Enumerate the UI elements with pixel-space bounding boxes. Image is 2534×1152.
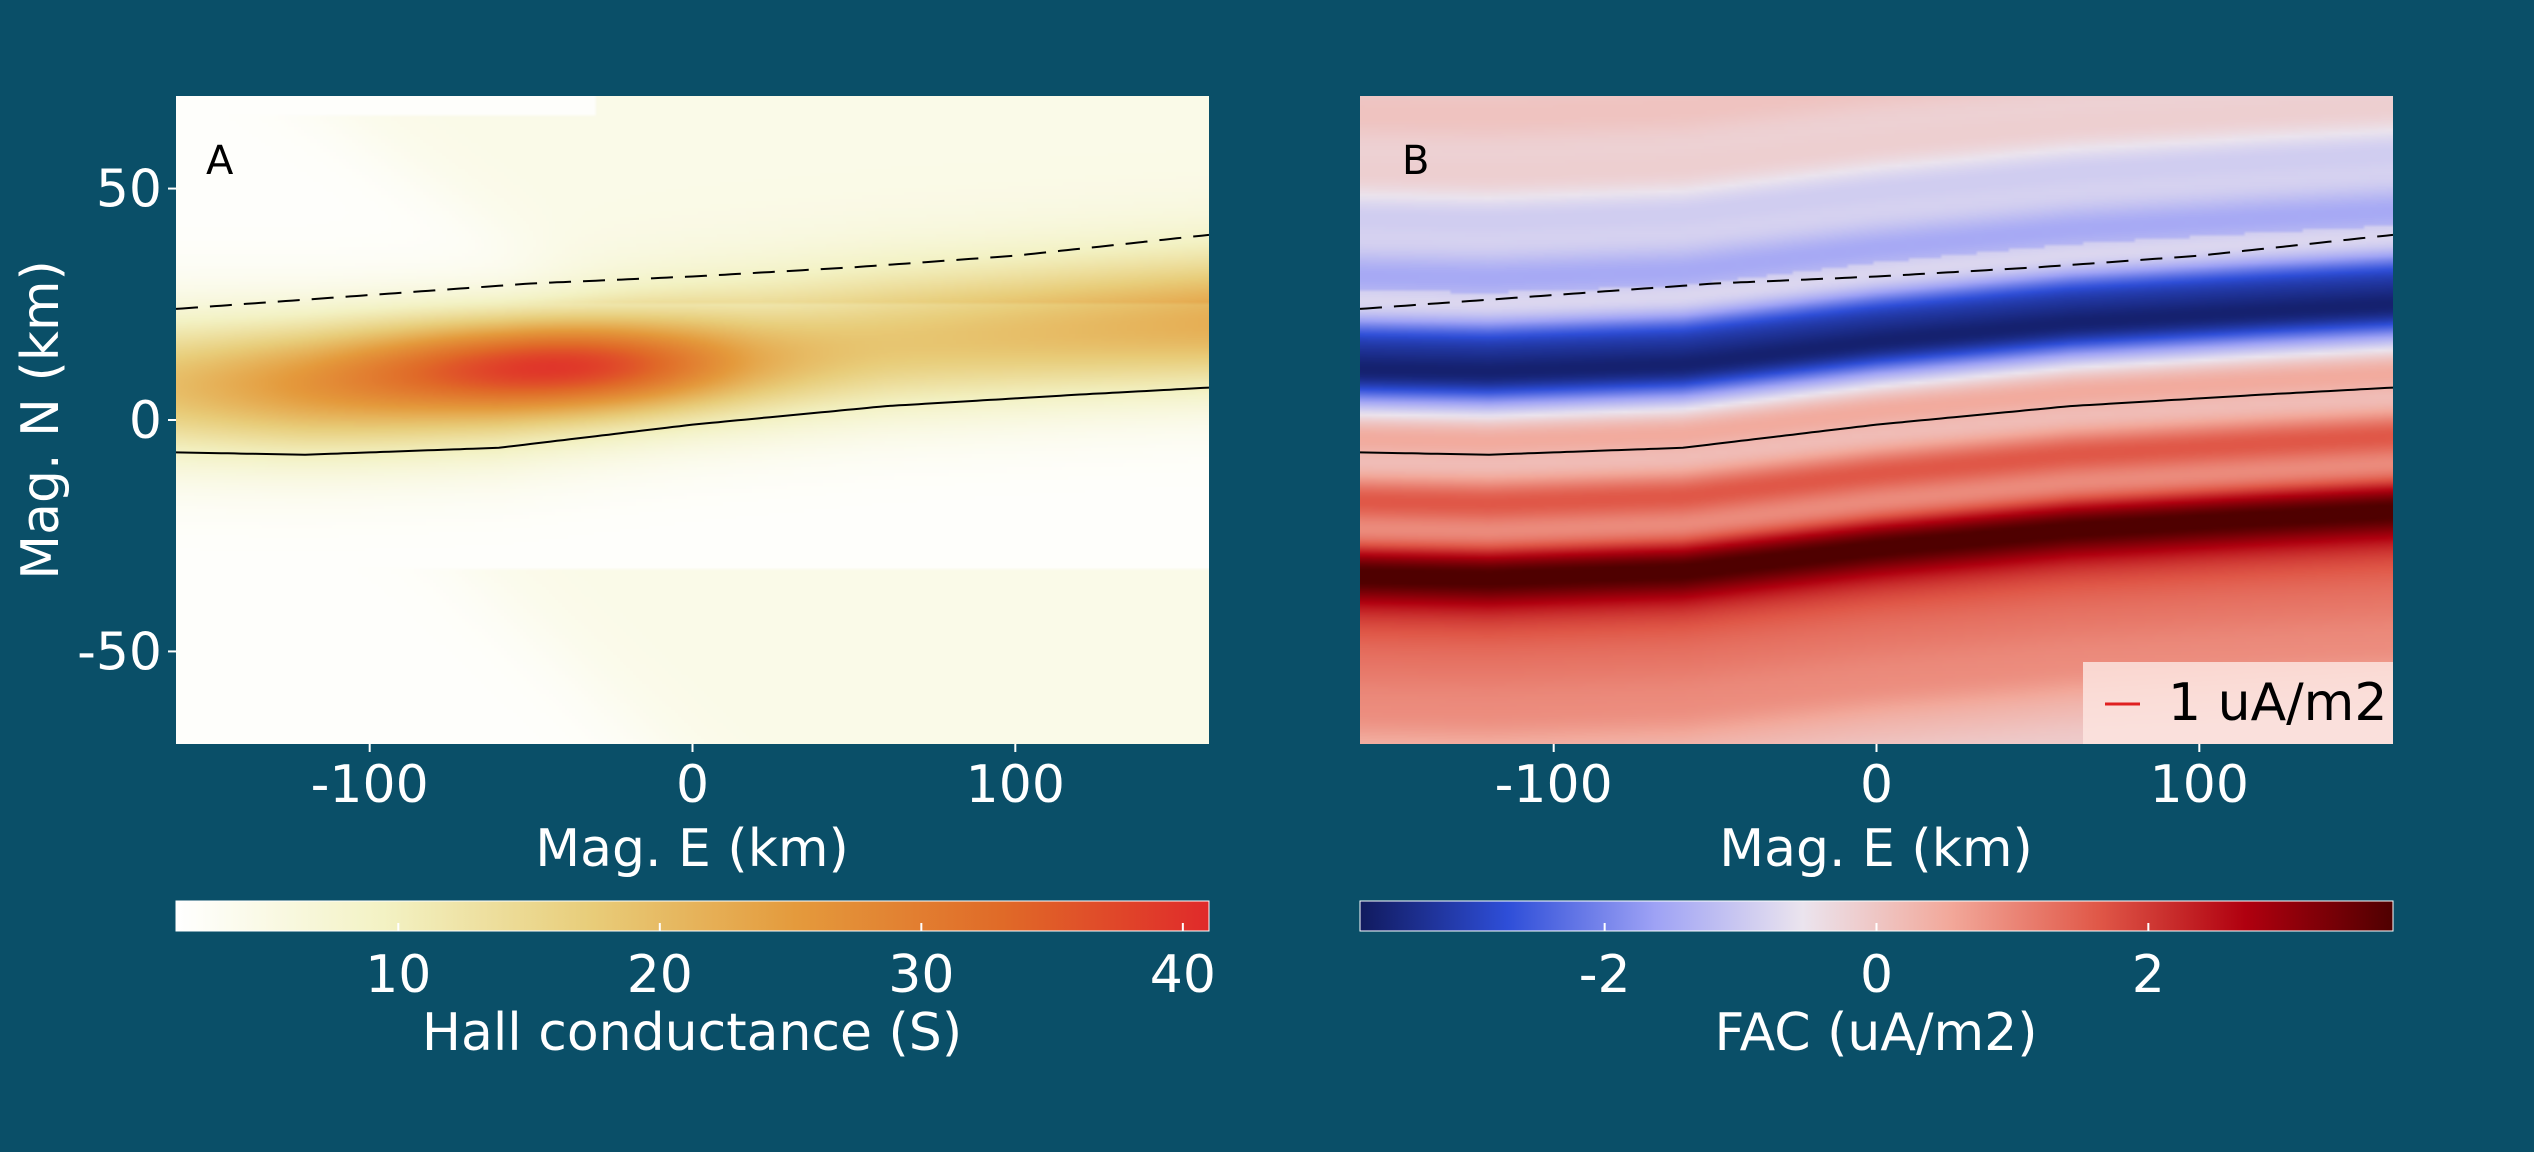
legend-label: 1 uA/m2 xyxy=(2168,673,2387,733)
hall-colorbar-gradient xyxy=(175,900,1210,932)
panel-a-x-tick-label: 100 xyxy=(966,755,1065,815)
fac-colorbar: -2 0 2 FAC (uA/m2) xyxy=(1359,900,2394,1063)
panel-a-y-ticks: 50 0 -50 xyxy=(77,160,176,682)
panel-a-x-tick-label: -100 xyxy=(311,755,429,815)
dashed-boundary-line xyxy=(176,233,1209,310)
panel-b-label: B xyxy=(1402,138,1429,184)
panel-a: A -100 0 100 50 0 -50 Mag. E (km) Mag. N (km… xyxy=(11,96,1209,879)
fac-colorbar-ticks: -2 0 2 xyxy=(1579,923,2165,1005)
hall-colorbar-label: Hall conductance (S) xyxy=(422,1003,962,1063)
hall-colorbar-ticks: 10 20 30 40 xyxy=(365,923,1216,1005)
fac-colorbar-tick-label: -2 xyxy=(1579,945,1631,1005)
panel-a-label: A xyxy=(206,138,234,184)
fac-heatmap xyxy=(1360,96,2393,744)
panel-a-y-tick-label: -50 xyxy=(77,622,162,682)
hall-colorbar-tick-label: 10 xyxy=(365,945,431,1005)
solid-boundary-line xyxy=(176,386,1209,456)
fac-colorbar-tick-label: 0 xyxy=(1860,945,1893,1005)
panel-b-legend: 1 uA/m2 xyxy=(2083,662,2393,744)
panel-b-x-ticks: -100 0 100 xyxy=(1495,744,2249,815)
panel-a-x-axis-label: Mag. E (km) xyxy=(535,819,849,879)
panel-b-boundary-lines xyxy=(1360,233,2393,456)
hall-colorbar-tick-label: 30 xyxy=(888,945,954,1005)
panel-a-y-tick-label: 50 xyxy=(96,160,162,220)
panel-a-boundary-lines xyxy=(176,233,1209,456)
panel-b-x-tick-label: -100 xyxy=(1495,755,1613,815)
panel-b-x-tick-label: 0 xyxy=(1860,755,1893,815)
panel-a-x-ticks: -100 0 100 xyxy=(311,744,1065,815)
solid-boundary-line xyxy=(1360,386,2393,456)
hall-colorbar: 10 20 30 40 Hall conductance (S) xyxy=(175,900,1216,1063)
panel-b: B -100 0 100 Mag. E (km) 1 uA/m2 xyxy=(1360,96,2393,879)
hall-colorbar-tick-label: 40 xyxy=(1150,945,1216,1005)
panel-a-y-axis-label: Mag. N (km) xyxy=(11,260,71,580)
dashed-boundary-line xyxy=(1360,233,2393,310)
panel-b-x-tick-label: 100 xyxy=(2150,755,2249,815)
fac-colorbar-label: FAC (uA/m2) xyxy=(1715,1003,2038,1063)
panel-a-x-tick-label: 0 xyxy=(676,755,709,815)
hall-colorbar-tick-label: 20 xyxy=(627,945,693,1005)
fac-colorbar-tick-label: 2 xyxy=(2132,945,2165,1005)
hall-conductance-heatmap xyxy=(176,96,1209,744)
panel-a-y-tick-label: 0 xyxy=(129,391,162,451)
panel-b-x-axis-label: Mag. E (km) xyxy=(1719,819,2033,879)
